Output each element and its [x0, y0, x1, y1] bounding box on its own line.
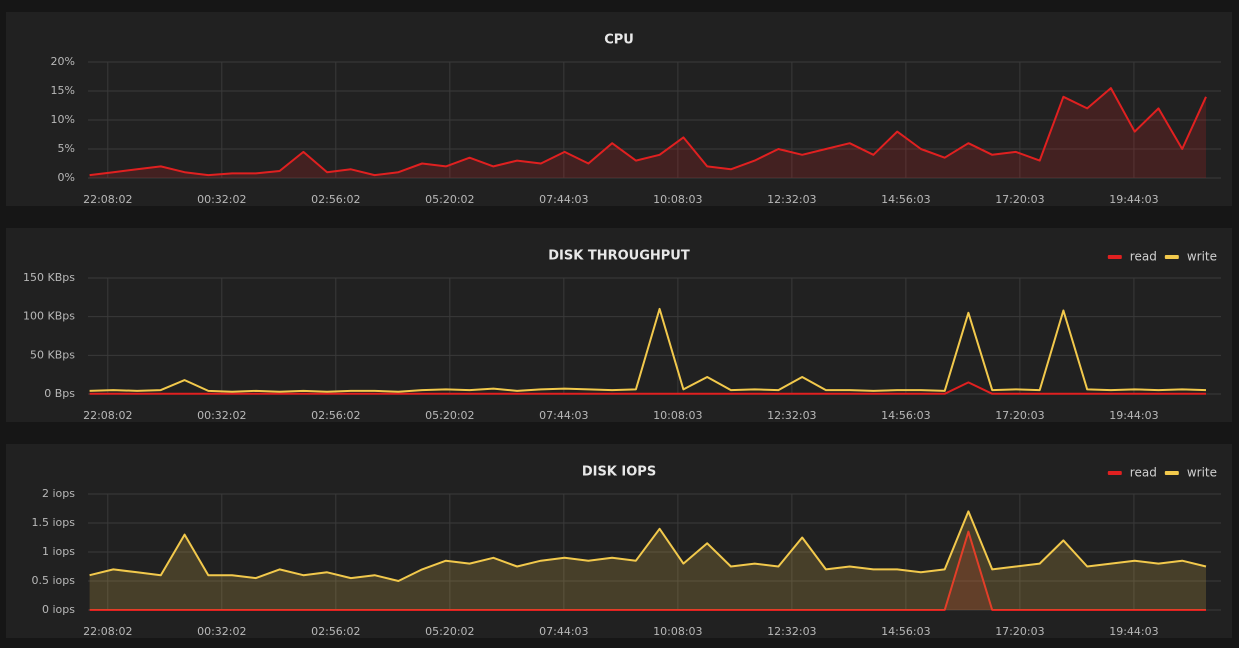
x-tick-label: 12:32:03 [767, 193, 816, 206]
x-tick-label: 17:20:03 [995, 409, 1044, 422]
x-tick-label: 00:32:02 [197, 193, 246, 206]
x-tick-label: 17:20:03 [995, 625, 1044, 638]
y-tick-label: 100 KBps [23, 310, 75, 323]
x-tick-label: 00:32:02 [197, 409, 246, 422]
x-tick-label: 00:32:02 [197, 625, 246, 638]
legend-label: write [1187, 466, 1217, 480]
legend-swatch [1164, 255, 1179, 259]
x-tick-label: 02:56:02 [311, 193, 360, 206]
legend-label: read [1130, 250, 1157, 264]
y-tick-label: 1.5 iops [32, 516, 76, 529]
y-tick-label: 0.5 iops [32, 574, 76, 587]
y-tick-label: 0 Bps [44, 387, 75, 400]
legend-label: write [1187, 250, 1217, 264]
y-tick-label: 5% [58, 142, 75, 155]
series-line [89, 87, 1207, 177]
legend-swatch [1164, 471, 1179, 475]
panel-title: CPU [604, 33, 634, 48]
x-tick-label: 14:56:03 [881, 193, 930, 206]
legend-swatch [1107, 255, 1122, 259]
y-tick-label: 15% [51, 84, 75, 97]
x-tick-label: 05:20:02 [425, 409, 474, 422]
area-fill [89, 88, 1207, 178]
panel-title: DISK THROUGHPUT [548, 249, 690, 264]
y-tick-label: 0 iops [42, 603, 75, 616]
area-fill [89, 511, 1207, 610]
y-tick-label: 10% [51, 113, 75, 126]
panel [6, 444, 1232, 638]
y-tick-label: 1 iops [42, 545, 75, 558]
x-tick-label: 05:20:02 [425, 625, 474, 638]
series-line [89, 307, 1207, 393]
x-tick-label: 22:08:02 [83, 193, 132, 206]
panel-title: DISK IOPS [582, 465, 656, 480]
y-tick-label: 0% [58, 171, 75, 184]
x-tick-label: 05:20:02 [425, 193, 474, 206]
y-tick-label: 150 KBps [23, 271, 75, 284]
x-tick-label: 12:32:03 [767, 625, 816, 638]
y-tick-label: 2 iops [42, 487, 75, 500]
legend-swatch [1107, 471, 1122, 475]
x-tick-label: 19:44:03 [1109, 625, 1158, 638]
x-tick-label: 10:08:03 [653, 193, 702, 206]
x-tick-label: 10:08:03 [653, 409, 702, 422]
y-tick-label: 50 KBps [30, 348, 75, 361]
x-tick-label: 19:44:03 [1109, 193, 1158, 206]
x-tick-label: 14:56:03 [881, 409, 930, 422]
series-line [89, 510, 1207, 582]
x-tick-label: 22:08:02 [83, 409, 132, 422]
x-tick-label: 07:44:03 [539, 193, 588, 206]
x-tick-label: 02:56:02 [311, 409, 360, 422]
x-tick-label: 07:44:03 [539, 625, 588, 638]
series-line [89, 530, 1206, 611]
x-tick-label: 22:08:02 [83, 625, 132, 638]
x-tick-label: 02:56:02 [311, 625, 360, 638]
legend-label: read [1130, 466, 1157, 480]
panel [6, 12, 1232, 206]
x-tick-label: 14:56:03 [881, 625, 930, 638]
y-tick-label: 20% [51, 55, 75, 68]
x-tick-label: 07:44:03 [539, 409, 588, 422]
x-tick-label: 10:08:03 [653, 625, 702, 638]
x-tick-label: 17:20:03 [995, 193, 1044, 206]
x-tick-label: 12:32:03 [767, 409, 816, 422]
series-line [89, 381, 1206, 395]
x-tick-label: 19:44:03 [1109, 409, 1158, 422]
